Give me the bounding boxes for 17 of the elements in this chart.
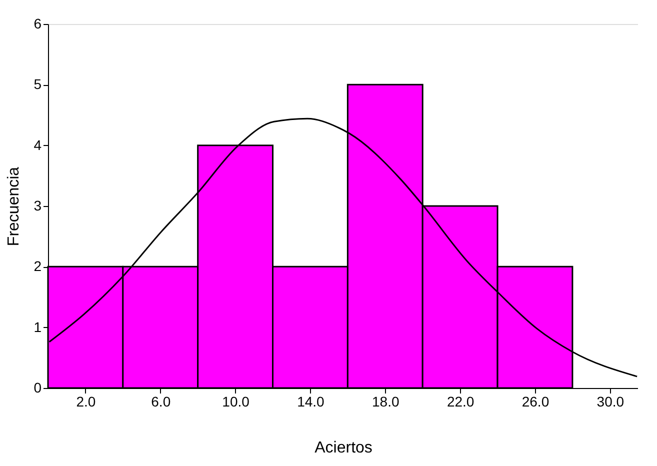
y-tick-label: 4 (34, 136, 42, 153)
y-tick-label: 1 (34, 318, 42, 335)
y-tick-label: 2 (34, 258, 42, 274)
x-tick-label: 2.0 (76, 394, 96, 410)
y-tick-label: 5 (34, 76, 42, 92)
x-tick-label: 10.0 (222, 394, 250, 410)
y-tick-label: 0 (34, 380, 42, 396)
x-tick-label: 30.0 (596, 394, 624, 410)
y-tick-label: 3 (34, 198, 42, 214)
y-axis-title: Frecuencia (6, 166, 23, 246)
x-axis-title: Aciertos (314, 440, 372, 456)
x-tick-label: 22.0 (446, 394, 474, 410)
x-tick-label: 14.0 (297, 394, 325, 410)
x-tick-label: 6.0 (151, 394, 171, 410)
x-tick-label: 18.0 (372, 394, 400, 410)
y-tick-label: 6 (34, 16, 42, 32)
x-tick-label: 26.0 (522, 394, 550, 410)
